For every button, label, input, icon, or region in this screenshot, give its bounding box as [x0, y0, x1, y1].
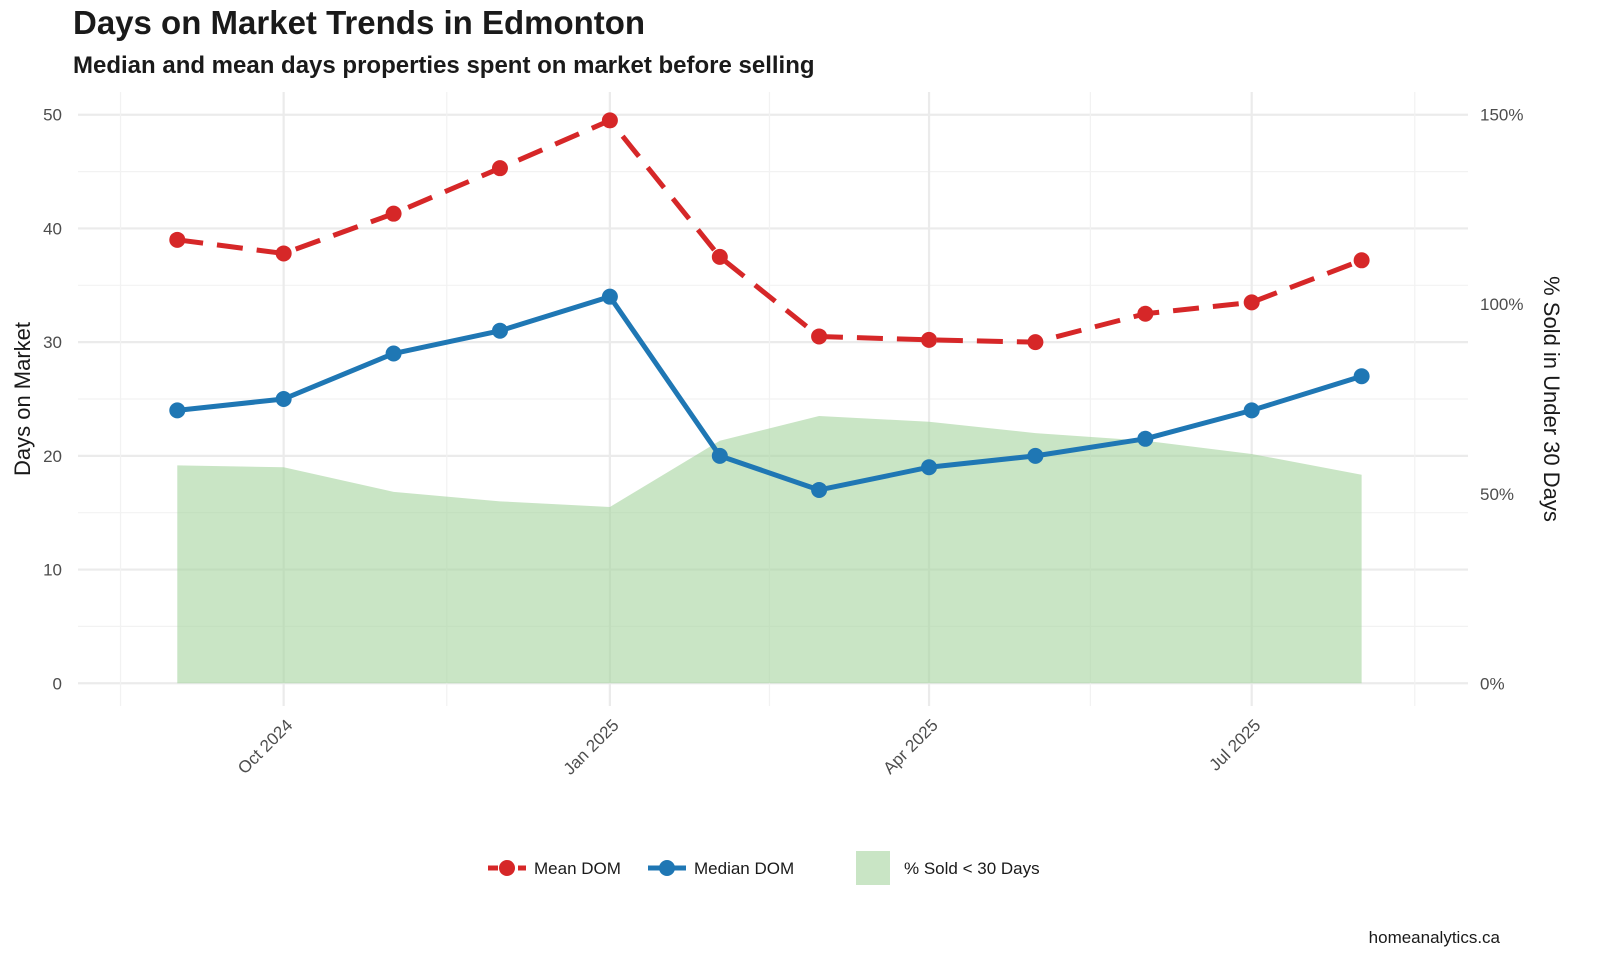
y-tick-label: 20 — [43, 447, 62, 466]
point-mean-dom — [1243, 294, 1260, 311]
legend-label-median-dom: Median DOM — [694, 859, 794, 878]
legend-label-pct-sold: % Sold < 30 Days — [904, 859, 1040, 878]
point-median-dom — [275, 391, 292, 407]
y2-tick-label: 0% — [1480, 674, 1505, 693]
legend-label-mean-dom: Mean DOM — [534, 859, 621, 878]
point-mean-dom — [1027, 334, 1044, 351]
source-caption: homeanalytics.ca — [1368, 928, 1500, 947]
chart-subtitle: Median and mean days properties spent on… — [73, 52, 815, 79]
y-tick-label: 50 — [43, 106, 62, 125]
point-median-dom — [811, 481, 828, 498]
legend-key-pct-sold — [856, 851, 890, 885]
legend: Mean DOM Median DOM % Sold < 30 Days — [488, 851, 1040, 885]
area-pct-sold-under-30 — [177, 416, 1362, 684]
y-axis-title: Days on Market — [10, 322, 35, 476]
point-mean-dom — [1353, 252, 1370, 269]
y2-tick-label: 50% — [1480, 485, 1514, 504]
y-tick-label: 40 — [43, 219, 62, 238]
point-mean-dom — [275, 245, 292, 262]
chart-title: Days on Market Trends in Edmonton — [73, 4, 646, 41]
line-mean-dom — [176, 117, 1363, 345]
point-mean-dom — [711, 248, 728, 265]
x-tick-label: Jan 2025 — [560, 716, 623, 779]
x-tick-label: Oct 2024 — [234, 716, 296, 778]
legend-key-median-dom-point — [659, 860, 675, 876]
point-median-dom — [1027, 447, 1044, 464]
point-median-dom — [601, 288, 618, 305]
point-median-dom — [1137, 430, 1154, 447]
point-median-dom — [491, 322, 508, 339]
point-median-dom — [1243, 402, 1260, 419]
point-median-dom — [711, 447, 728, 464]
line-median-dom — [177, 294, 1363, 493]
y-tick-label: 10 — [43, 561, 62, 580]
y-tick-label: 0 — [53, 674, 62, 693]
y-tick-label: 30 — [43, 333, 62, 352]
legend-key-mean-dom-point — [499, 860, 515, 876]
point-median-dom — [385, 345, 402, 362]
point-mean-dom — [601, 112, 618, 129]
point-median-dom — [1353, 368, 1370, 385]
point-mean-dom — [921, 331, 938, 348]
y2-tick-label: 100% — [1480, 295, 1523, 314]
point-mean-dom — [811, 328, 828, 345]
x-tick-label: Jul 2025 — [1206, 716, 1265, 775]
point-mean-dom — [1137, 305, 1154, 322]
area-series-layer — [177, 416, 1362, 684]
point-mean-dom — [169, 231, 186, 248]
x-tick-label: Apr 2025 — [880, 716, 942, 778]
point-mean-dom — [385, 205, 402, 222]
y2-tick-label: 150% — [1480, 106, 1523, 125]
line-series-layer — [169, 112, 1370, 498]
point-mean-dom — [491, 160, 508, 177]
point-median-dom — [921, 459, 938, 476]
point-median-dom — [169, 402, 186, 419]
y2-axis-title: % Sold in Under 30 Days — [1539, 276, 1564, 522]
